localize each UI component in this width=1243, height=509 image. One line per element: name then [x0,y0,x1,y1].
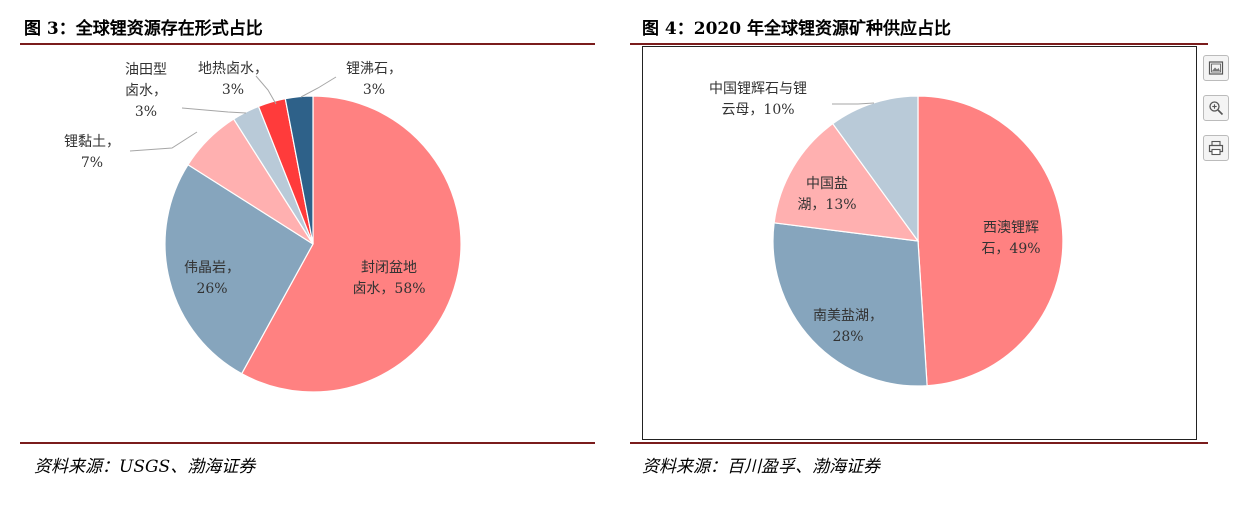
leader-line [129,131,198,152]
slice-label-line: 3% [222,82,244,98]
slice-label-line: 3% [135,104,157,120]
slice-label: 西澳锂辉石，49% [981,220,1040,257]
leader-line [255,75,277,105]
slice-label: 地热卤水， 3% [198,61,268,98]
slice-label: 油田型卤水， 3% [125,62,167,120]
slice-label-line: 卤水，58% [352,281,425,297]
slice-label-line: 南美盐湖， [813,308,883,324]
figure-4-top-rule [630,43,1208,45]
figure-4-source: 资料来源：百川盈孚、渤海证券 [642,457,880,477]
slice-label: 伟晶岩， 26% [184,260,240,297]
slice-label-line: 26% [196,281,227,297]
slice-label-line: 中国锂辉石与锂 [709,81,807,97]
pie-slice [164,163,314,375]
slice-label-line: 封闭盆地 [361,260,417,276]
slice-label: 中国盐湖，13% [797,176,856,213]
figure-3-pie-chart: 封闭盆地卤水，58%伟晶岩， 26%锂黏土， 7%油田型卤水， 3%地热卤水， 3%锂沸… [64,61,462,393]
slice-label-line: 中国盐 [806,176,848,192]
slice-label-line: 伟晶岩， [184,260,240,276]
leader-line [181,107,247,114]
figure-3-source: 资料来源：USGS、渤海证券 [34,457,256,477]
pie-slice [772,222,928,387]
figure-4-title: 图 4：2020 年全球锂资源矿种供应占比 [642,19,951,39]
chart-toolbar [1203,55,1229,175]
slice-label: 锂黏土， 7% [64,134,120,171]
slice-label-line: 西澳锂辉 [983,220,1039,236]
slice-label-line: 云母，10% [721,102,794,118]
slice-label-line: 7% [81,155,103,171]
figure-3-bottom-rule [20,442,595,444]
figure-3-title: 图 3：全球锂资源存在形式占比 [24,19,263,39]
slice-label: 封闭盆地卤水，58% [352,260,425,297]
slice-label: 锂沸石， 3% [346,61,402,98]
figure-3-panel: 图 3：全球锂资源存在形式占比 封闭盆地卤水，58% 伟晶岩， 26% 锂黏土， 7% 油… [0,0,600,509]
leader-line [832,102,875,105]
pie-slice [917,95,1064,387]
figure-4-bottom-rule [630,442,1208,444]
slice-label-line: 3% [363,82,385,98]
pie-slice [240,95,462,393]
slice-label: 南美盐湖， 28% [813,308,883,345]
zoom-in-icon[interactable] [1203,95,1229,121]
slice-label-line: 地热卤水， [198,61,268,77]
figure-4-panel: 图 4：2020 年全球锂资源矿种供应占比 西澳锂辉石，49% 南美盐湖， 28% 中… [630,0,1210,509]
figure-3-top-rule [20,43,595,45]
print-icon[interactable] [1203,135,1229,161]
slice-label-line: 锂沸石， [346,61,402,77]
slice-label: 中国锂辉石与锂云母，10% [709,81,807,118]
slice-label-line: 湖，13% [797,197,856,213]
pie-slice [773,122,920,242]
slice-label-line: 锂黏土， [64,134,120,150]
slice-label-line: 28% [832,329,863,345]
leader-line [300,76,337,98]
slice-label-line: 石，49% [981,241,1040,257]
image-icon[interactable] [1203,55,1229,81]
slice-label-line: 油田型 [125,62,167,78]
figure-4-pie-chart: 西澳锂辉石，49% 南美盐湖， 28% 中国盐湖，13% 中国锂辉石与锂云母，10% [709,81,1064,387]
slice-label-line: 卤水， [125,83,167,99]
pie-slice [284,95,314,245]
